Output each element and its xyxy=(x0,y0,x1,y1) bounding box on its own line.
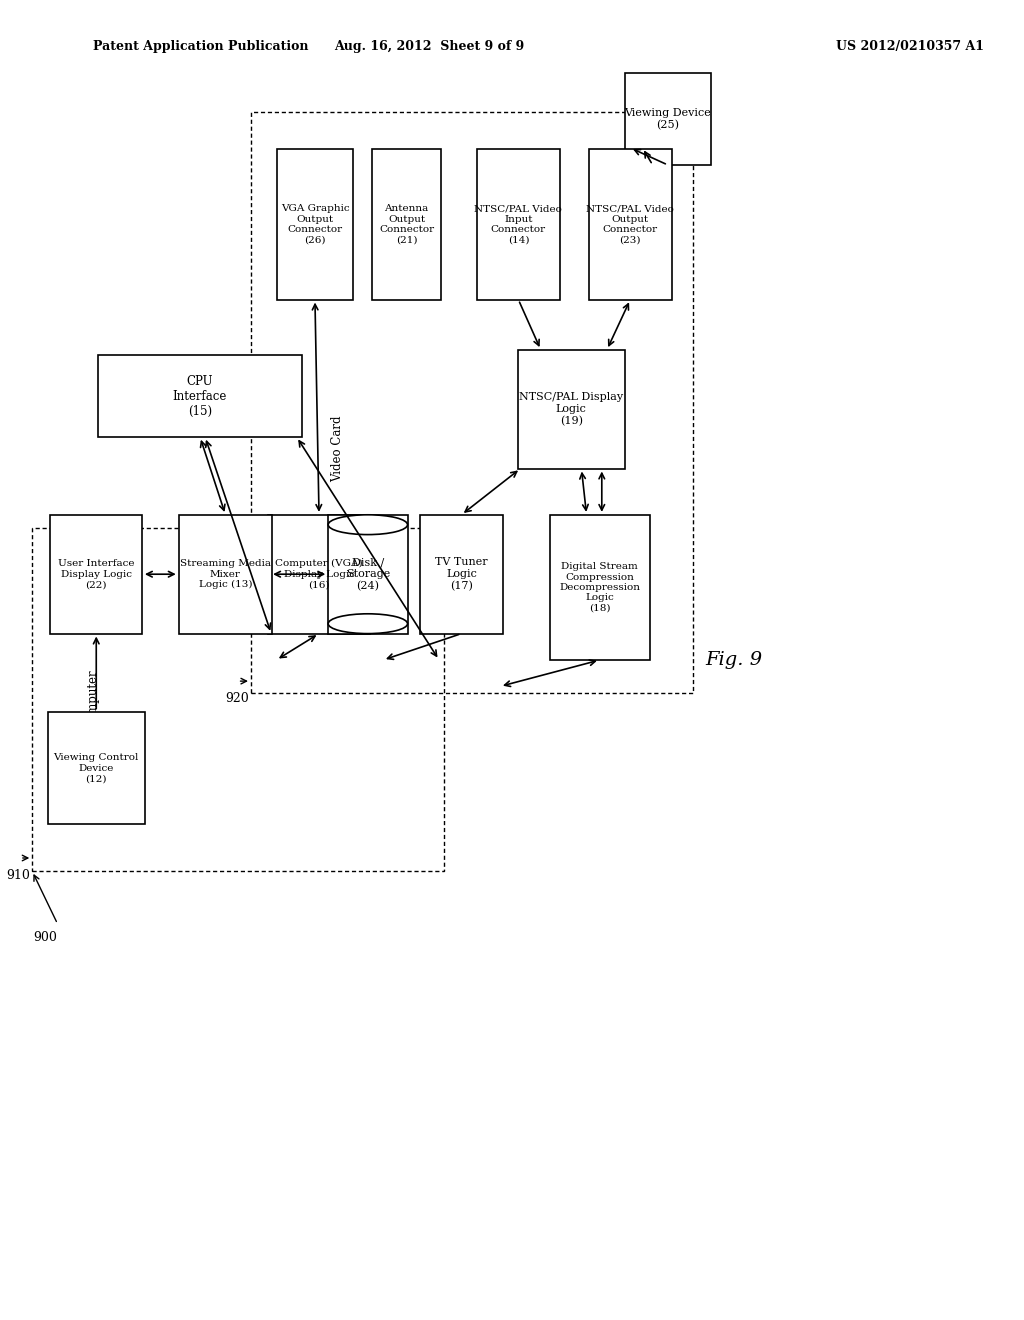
Text: CPU
Interface
(15): CPU Interface (15) xyxy=(173,375,227,417)
Text: 900: 900 xyxy=(34,931,57,944)
Text: 920: 920 xyxy=(225,692,249,705)
Ellipse shape xyxy=(328,515,408,535)
Text: Video Card: Video Card xyxy=(331,416,344,482)
FancyBboxPatch shape xyxy=(625,73,711,165)
FancyBboxPatch shape xyxy=(328,515,408,634)
FancyBboxPatch shape xyxy=(98,355,302,437)
Text: Streaming Media
Mixer
Logic (13): Streaming Media Mixer Logic (13) xyxy=(180,560,271,589)
Text: Fig. 9: Fig. 9 xyxy=(706,651,763,669)
FancyBboxPatch shape xyxy=(50,515,142,634)
Text: US 2012/0210357 A1: US 2012/0210357 A1 xyxy=(836,40,984,53)
Text: Patent Application Publication: Patent Application Publication xyxy=(93,40,308,53)
Text: User Interface
Display Logic
(22): User Interface Display Logic (22) xyxy=(58,560,134,589)
FancyBboxPatch shape xyxy=(268,515,370,634)
FancyBboxPatch shape xyxy=(178,515,272,634)
Text: 910: 910 xyxy=(6,869,30,882)
Text: Viewing Device
(25): Viewing Device (25) xyxy=(625,108,712,129)
FancyBboxPatch shape xyxy=(276,149,353,301)
Text: Viewing Control
Device
(12): Viewing Control Device (12) xyxy=(53,754,139,783)
FancyBboxPatch shape xyxy=(420,515,503,634)
Text: VGA Graphic
Output
Connector
(26): VGA Graphic Output Connector (26) xyxy=(281,205,349,244)
Text: Computer (VGA)
Display Logic
(16): Computer (VGA) Display Logic (16) xyxy=(275,560,362,589)
FancyBboxPatch shape xyxy=(372,149,441,301)
Text: TV Tuner
Logic
(17): TV Tuner Logic (17) xyxy=(435,557,487,591)
Text: NTSC/PAL Video
Input
Connector
(14): NTSC/PAL Video Input Connector (14) xyxy=(474,205,562,244)
Text: Digital Stream
Compression
Decompression
Logic
(18): Digital Stream Compression Decompression… xyxy=(559,562,640,612)
FancyBboxPatch shape xyxy=(518,350,625,469)
Text: Computer: Computer xyxy=(87,669,99,730)
Text: NTSC/PAL Display
Logic
(19): NTSC/PAL Display Logic (19) xyxy=(519,392,624,426)
FancyBboxPatch shape xyxy=(48,713,144,824)
Ellipse shape xyxy=(328,614,408,634)
FancyBboxPatch shape xyxy=(589,149,672,301)
FancyBboxPatch shape xyxy=(477,149,560,301)
Text: NTSC/PAL Video
Output
Connector
(23): NTSC/PAL Video Output Connector (23) xyxy=(587,205,674,244)
Text: Aug. 16, 2012  Sheet 9 of 9: Aug. 16, 2012 Sheet 9 of 9 xyxy=(334,40,524,53)
Text: Disk /
Storage
(24): Disk / Storage (24) xyxy=(346,557,390,591)
Text: Antenna
Output
Connector
(21): Antenna Output Connector (21) xyxy=(379,205,434,244)
FancyBboxPatch shape xyxy=(550,515,649,660)
